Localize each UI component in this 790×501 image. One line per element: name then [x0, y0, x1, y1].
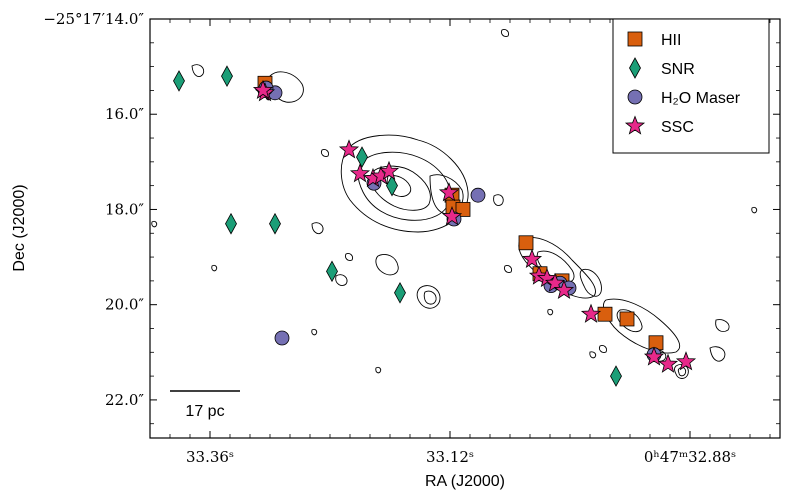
ssc-marker-7: [438, 182, 460, 202]
ssc-marker-11: [536, 267, 558, 288]
snr-marker-8: [610, 365, 622, 387]
marker-layer: [173, 65, 697, 387]
maser-marker-10: [274, 330, 290, 346]
ssc-marker-6: [378, 160, 400, 180]
ssc-marker-2: [338, 139, 360, 159]
ssc-marker-9: [521, 248, 543, 269]
ssc-marker-8: [441, 205, 463, 226]
snr-marker-6: [326, 260, 338, 283]
x-tick-label-0: 33.36ˢ: [186, 448, 234, 466]
ssc-marker-1: [252, 79, 274, 100]
legend-hii-label: HII: [661, 32, 681, 49]
y-tick-label-4: 22.0″: [105, 391, 144, 409]
snr-marker-2: [225, 212, 237, 235]
plot-frame: [149, 18, 781, 439]
legend-snr-marker: [629, 57, 641, 79]
ssc-marker-3: [349, 163, 371, 183]
hii-marker-7: [597, 306, 613, 322]
hii-marker-3: [455, 202, 471, 217]
snr-marker-1: [221, 65, 233, 87]
y-tick-label-1: 16.0″: [105, 105, 144, 123]
snr-marker-5: [386, 174, 398, 197]
legend-ssc-label: SSC: [661, 119, 694, 136]
legend: HII SNR H₂O Maser SSC: [612, 18, 770, 154]
legend-ssc-marker: [624, 115, 646, 135]
x-axis-label: RA (J2000): [425, 473, 505, 490]
axis-ticks: 33.36ˢ 33.12ˢ 0ʰ47ᵐ32.88ˢ −25°17′14.0″ 16.0″…: [43, 10, 780, 466]
snr-marker-0: [173, 70, 185, 92]
snr-marker-3: [269, 212, 281, 235]
ssc-marker-15: [643, 346, 665, 366]
y-tick-label-0: −25°17′14.0″: [43, 10, 144, 28]
scale-bar: 17 pc: [170, 390, 240, 420]
x-tick-label-2: 0ʰ47ᵐ32.88ˢ: [644, 448, 736, 466]
scale-bar-label: 17 pc: [185, 403, 224, 420]
legend-hii-marker: [627, 31, 643, 47]
ssc-marker-17: [675, 351, 697, 371]
snr-marker-7: [394, 281, 406, 304]
y-axis-label: Dec (J2000): [11, 184, 28, 271]
snr-marker-4: [356, 146, 368, 168]
hii-marker-4: [518, 235, 534, 251]
hii-marker-8: [619, 311, 635, 327]
ssc-marker-14: [580, 303, 602, 323]
y-tick-label-3: 20.0″: [105, 296, 144, 314]
maser-marker-5: [470, 187, 486, 203]
legend-maser-marker: [627, 89, 643, 105]
y-tick-label-2: 18.0″: [105, 200, 144, 218]
legend-snr-label: SNR: [661, 61, 695, 78]
ssc-marker-16: [657, 353, 679, 373]
legend-maser-label: H₂O Maser: [661, 90, 741, 107]
ssc-marker-13: [553, 279, 575, 300]
x-tick-label-1: 33.12ˢ: [426, 448, 474, 466]
